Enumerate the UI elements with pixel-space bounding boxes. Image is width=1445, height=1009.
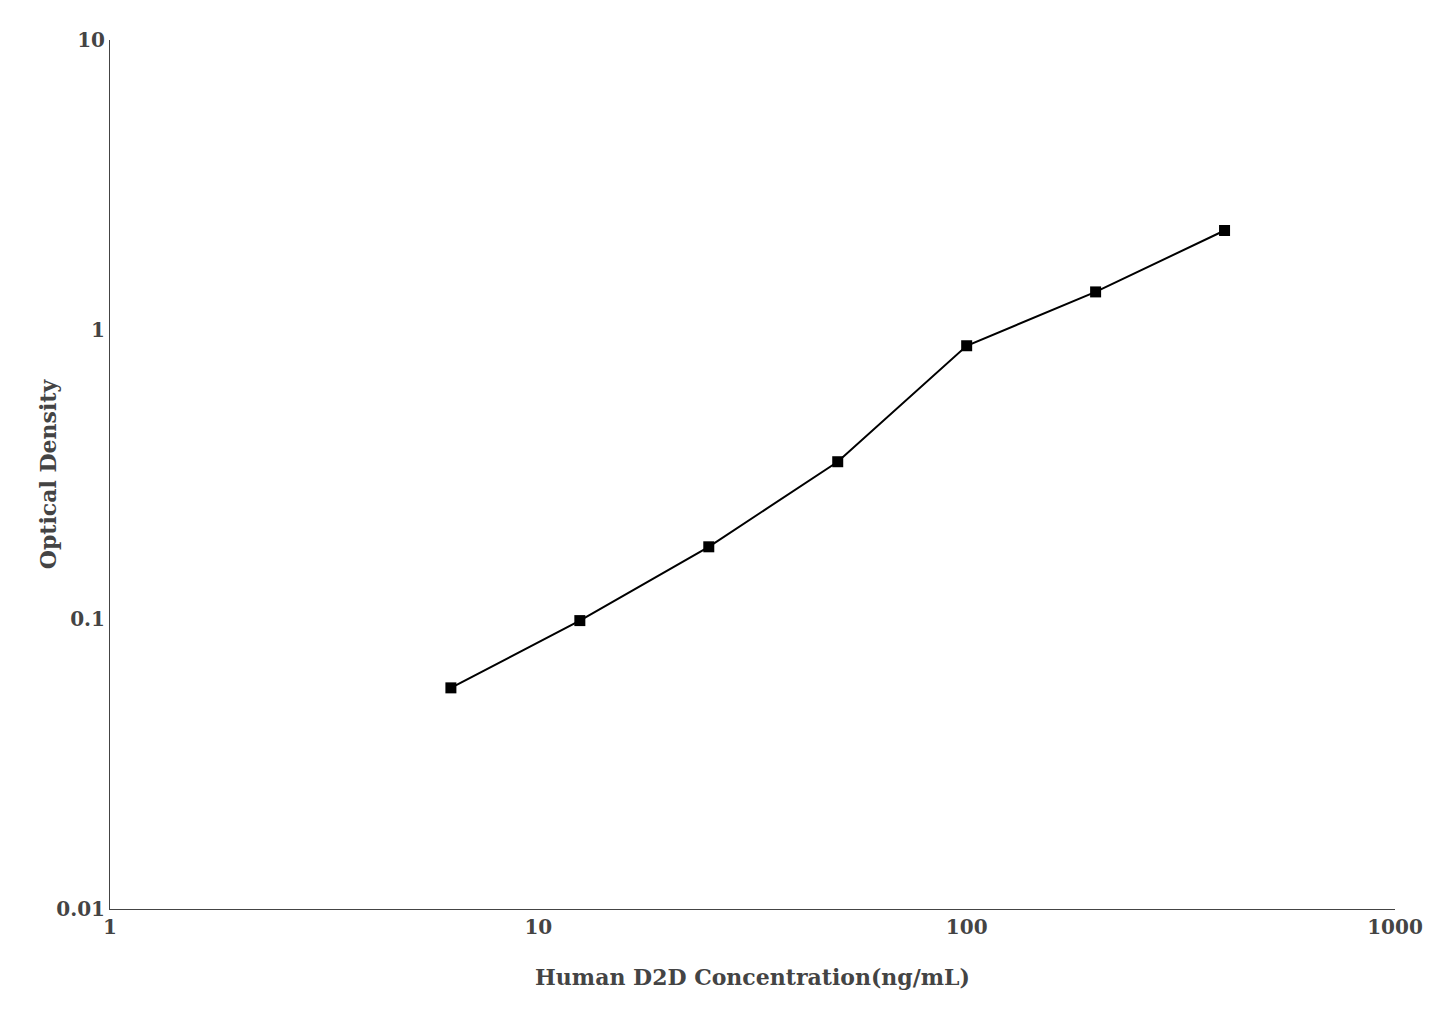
svg-text:Human D2D Concentration(ng/mL): Human D2D Concentration(ng/mL): [535, 964, 970, 990]
svg-text:100: 100: [946, 915, 988, 939]
svg-text:1000: 1000: [1367, 915, 1423, 939]
svg-text:0.1: 0.1: [70, 607, 105, 631]
svg-text:Optical Density: Optical Density: [35, 379, 61, 570]
svg-text:1: 1: [91, 318, 105, 342]
svg-text:1: 1: [103, 915, 117, 939]
svg-text:0.01: 0.01: [56, 897, 105, 921]
svg-text:10: 10: [524, 915, 552, 939]
svg-text:10: 10: [77, 28, 105, 52]
